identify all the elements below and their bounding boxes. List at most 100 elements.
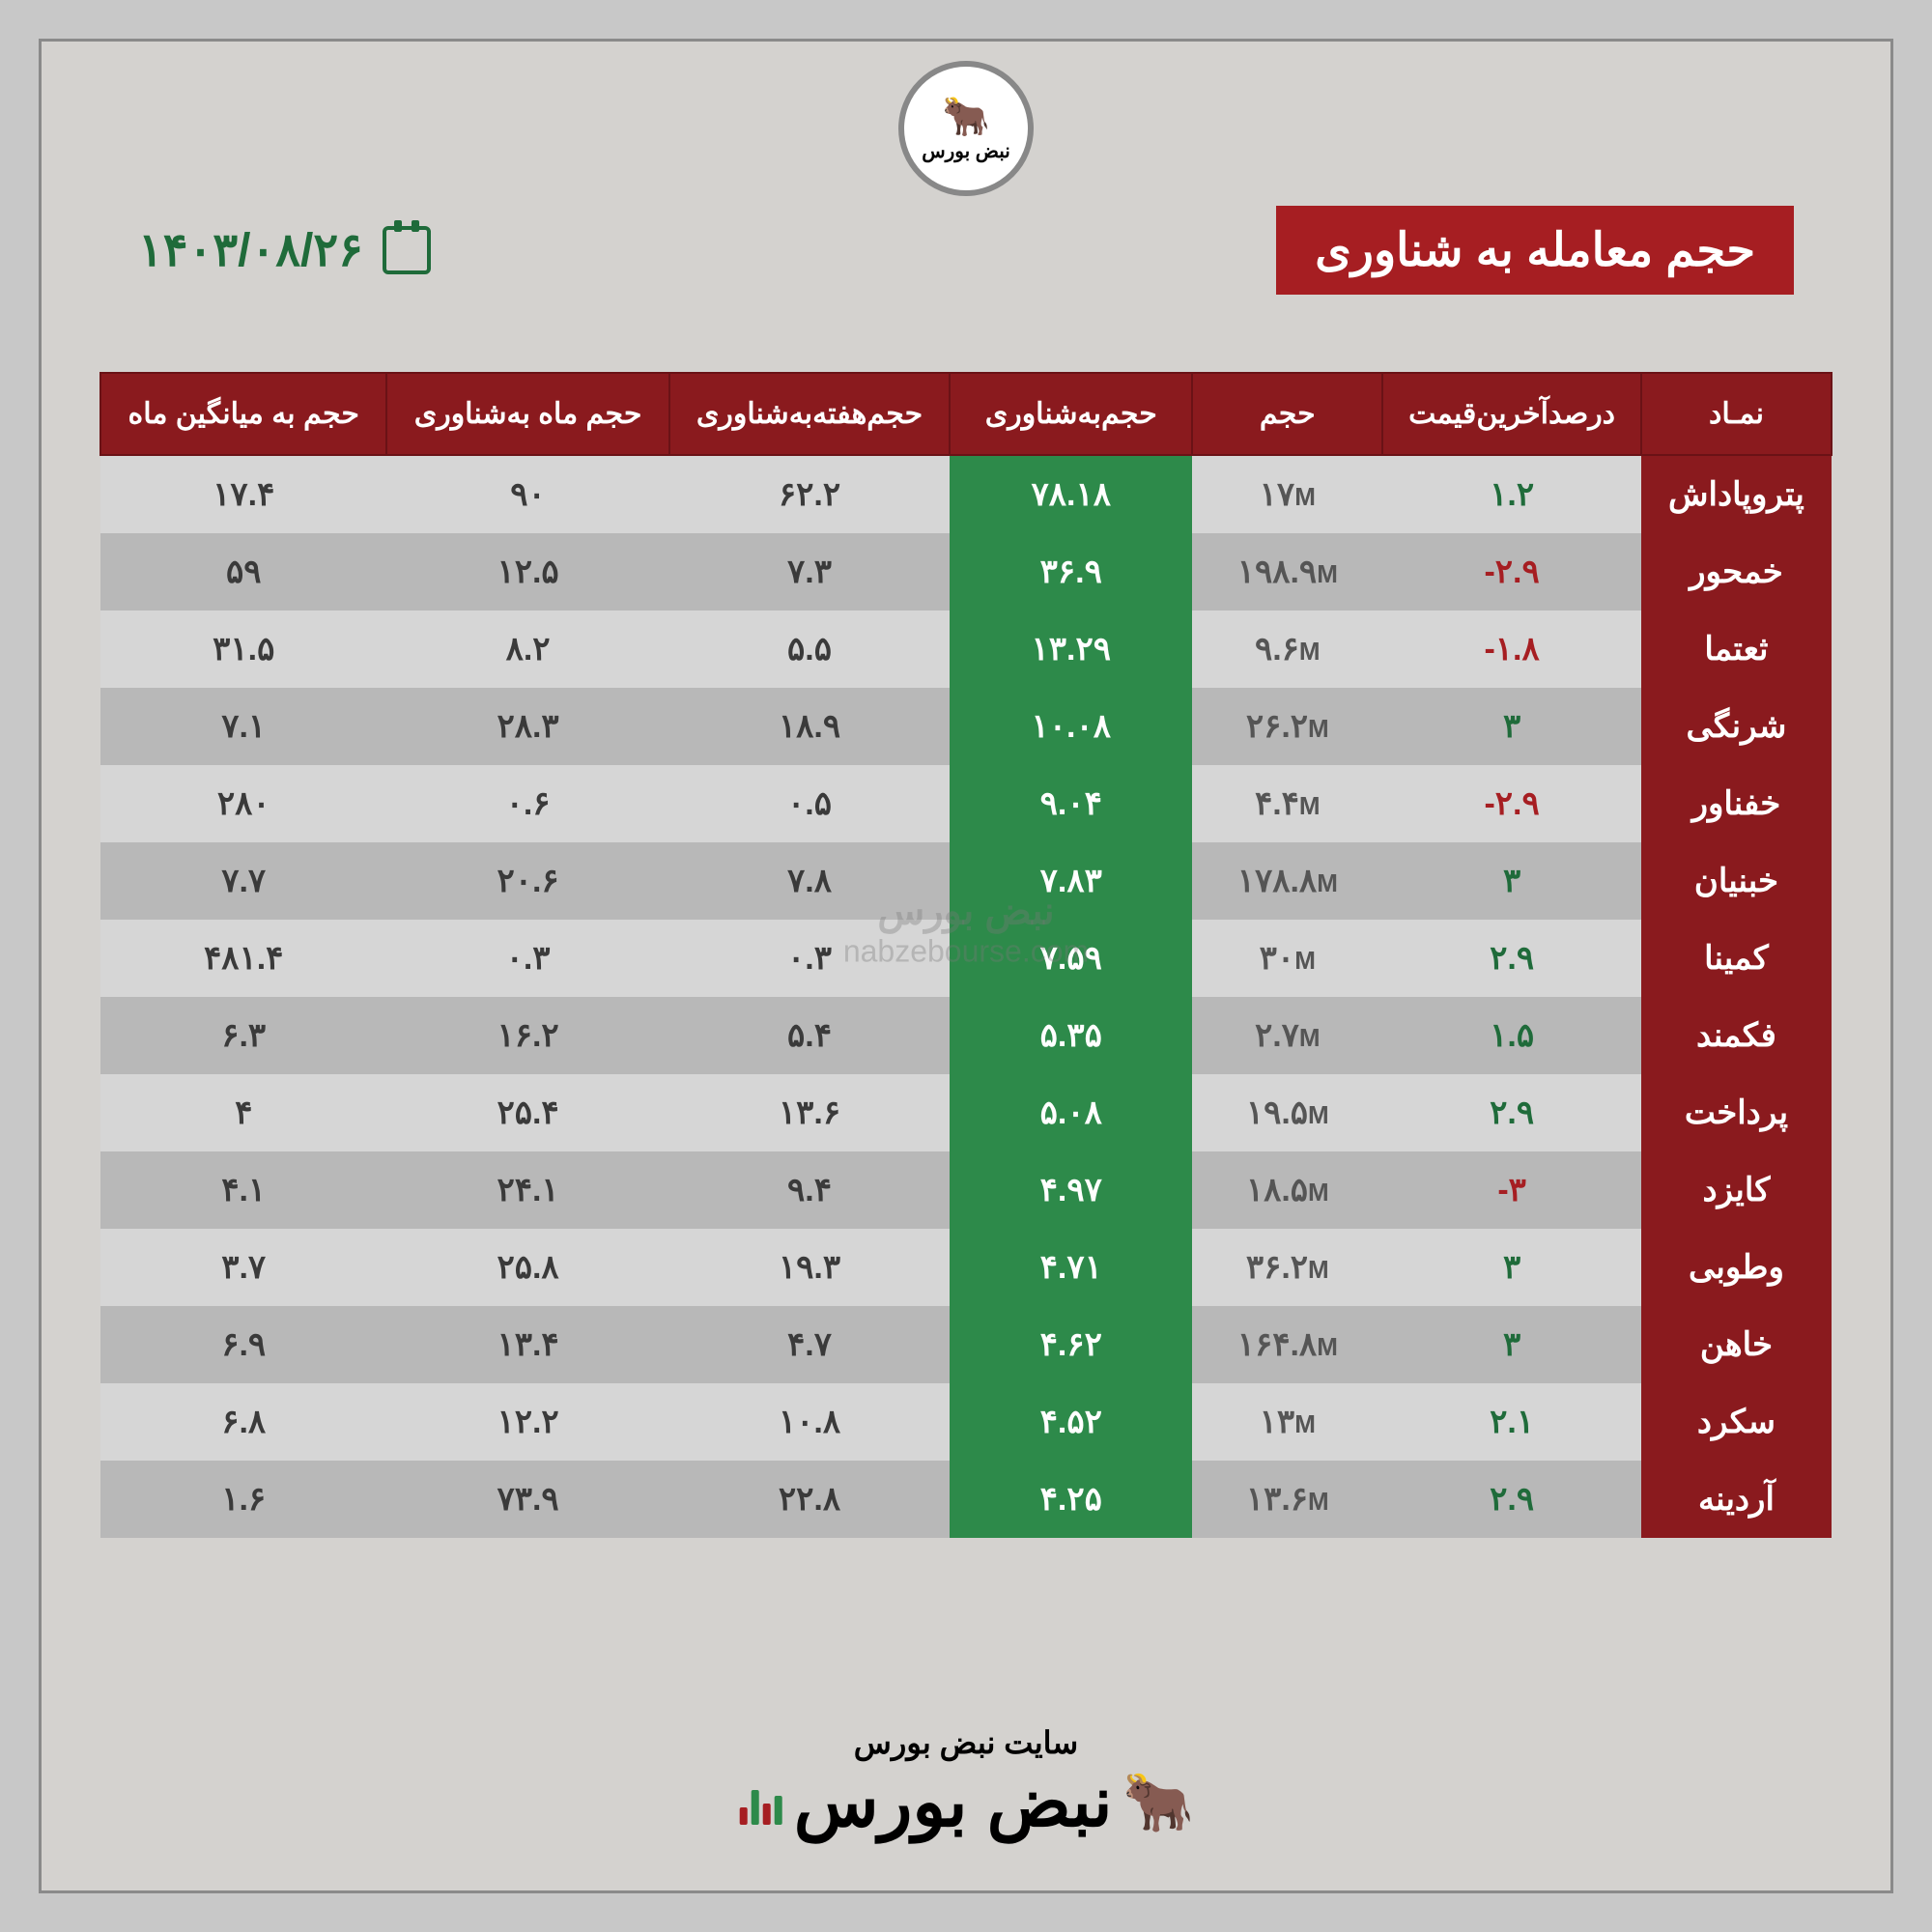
cell-month: ۰.۳: [386, 920, 668, 997]
infographic-frame: 🐂 نبض بورس حجم معامله به شناوری ۱۴۰۳/۰۸/…: [39, 39, 1893, 1893]
cell-pct: -۲.۹: [1382, 765, 1641, 842]
cell-float: ۴.۷۱: [950, 1229, 1192, 1306]
cell-vol: ۳۰M: [1192, 920, 1382, 997]
logo-text: نبض بورس: [922, 139, 1010, 163]
col-month: حجم ماه به‌شناوری: [386, 373, 668, 455]
header-row: نمـاد درصدآخرین‌قیمت حجم حجم‌به‌شناوری ح…: [100, 373, 1832, 455]
data-table: نمـاد درصدآخرین‌قیمت حجم حجم‌به‌شناوری ح…: [99, 372, 1833, 1538]
cell-week: ۵.۵: [669, 611, 951, 688]
cell-avg: ۴.۱: [100, 1151, 386, 1229]
cell-float: ۷.۸۳: [950, 842, 1192, 920]
cell-vol: ۱۷۸.۸M: [1192, 842, 1382, 920]
table-row: خاهن۳۱۶۴.۸M۴.۶۲۴.۷۱۳.۴۶.۹: [100, 1306, 1832, 1383]
cell-symbol: سکرد: [1641, 1383, 1832, 1461]
cell-symbol: وطوبی: [1641, 1229, 1832, 1306]
cell-month: ۸.۲: [386, 611, 668, 688]
cell-symbol: کایزد: [1641, 1151, 1832, 1229]
cell-month: ۲۵.۸: [386, 1229, 668, 1306]
table-row: فکمند۱.۵۲.۷M۵.۳۵۵.۴۱۶.۲۶.۳: [100, 997, 1832, 1074]
cell-week: ۲۲.۸: [669, 1461, 951, 1538]
table-row: کمینا۲.۹۳۰M۷.۵۹۰.۳۰.۳۴۸۱.۴: [100, 920, 1832, 997]
cell-avg: ۴: [100, 1074, 386, 1151]
date-value: ۱۴۰۳/۰۸/۲۶: [138, 223, 363, 277]
top-logo: 🐂 نبض بورس: [898, 61, 1034, 196]
col-pct: درصدآخرین‌قیمت: [1382, 373, 1641, 455]
bull-icon: 🐂: [942, 94, 990, 139]
cell-month: ۲۴.۱: [386, 1151, 668, 1229]
cell-vol: ۱۳.۶M: [1192, 1461, 1382, 1538]
cell-avg: ۱۷.۴: [100, 455, 386, 533]
cell-float: ۷۸.۱۸: [950, 455, 1192, 533]
page-title: حجم معامله به شناوری: [1276, 206, 1794, 295]
table-row: پتروپاداش۱.۲۱۷M۷۸.۱۸۶۲.۲۹۰۱۷.۴: [100, 455, 1832, 533]
cell-avg: ۳۱.۵: [100, 611, 386, 688]
cell-week: ۱۸.۹: [669, 688, 951, 765]
cell-pct: ۲.۹: [1382, 920, 1641, 997]
cell-week: ۰.۳: [669, 920, 951, 997]
cell-month: ۹۰: [386, 455, 668, 533]
cell-avg: ۳.۷: [100, 1229, 386, 1306]
cell-float: ۵.۰۸: [950, 1074, 1192, 1151]
cell-symbol: خمحور: [1641, 533, 1832, 611]
cell-float: ۱۰.۰۸: [950, 688, 1192, 765]
cell-avg: ۵۹: [100, 533, 386, 611]
cell-avg: ۷.۱: [100, 688, 386, 765]
cell-vol: ۲.۷M: [1192, 997, 1382, 1074]
cell-float: ۵.۳۵: [950, 997, 1192, 1074]
bull-foot-icon: 🐂: [1122, 1768, 1195, 1836]
col-week: حجم‌هفته‌به‌شناوری: [669, 373, 951, 455]
table-row: پرداخت۲.۹۱۹.۵M۵.۰۸۱۳.۶۲۵.۴۴: [100, 1074, 1832, 1151]
cell-symbol: آردینه: [1641, 1461, 1832, 1538]
cell-vol: ۱۳M: [1192, 1383, 1382, 1461]
cell-avg: ۶.۳: [100, 997, 386, 1074]
cell-week: ۱۰.۸: [669, 1383, 951, 1461]
table-row: سکرد۲.۱۱۳M۴.۵۲۱۰.۸۱۲.۲۶.۸: [100, 1383, 1832, 1461]
cell-vol: ۲۶.۲M: [1192, 688, 1382, 765]
cell-week: ۱۹.۳: [669, 1229, 951, 1306]
cell-month: ۲۵.۴: [386, 1074, 668, 1151]
cell-pct: ۱.۲: [1382, 455, 1641, 533]
cell-float: ۱۳.۲۹: [950, 611, 1192, 688]
table-row: وطوبی۳۳۶.۲M۴.۷۱۱۹.۳۲۵.۸۳.۷: [100, 1229, 1832, 1306]
cell-month: ۲۸.۳: [386, 688, 668, 765]
cell-symbol: خفناور: [1641, 765, 1832, 842]
header-row: حجم معامله به شناوری ۱۴۰۳/۰۸/۲۶: [99, 206, 1833, 295]
cell-symbol: خبنیان: [1641, 842, 1832, 920]
cell-week: ۰.۵: [669, 765, 951, 842]
cell-week: ۱۳.۶: [669, 1074, 951, 1151]
cell-vol: ۱۷M: [1192, 455, 1382, 533]
table-row: ثعتما-۱.۸۹.۶M۱۳.۲۹۵.۵۸.۲۳۱.۵: [100, 611, 1832, 688]
cell-pct: ۳: [1382, 1229, 1641, 1306]
col-float: حجم‌به‌شناوری: [950, 373, 1192, 455]
cell-symbol: ثعتما: [1641, 611, 1832, 688]
cell-avg: ۲۸۰: [100, 765, 386, 842]
cell-float: ۴.۵۲: [950, 1383, 1192, 1461]
cell-pct: ۲.۱: [1382, 1383, 1641, 1461]
cell-pct: ۳: [1382, 1306, 1641, 1383]
table-row: خمحور-۲.۹۱۹۸.۹M۳۶.۹۷.۳۱۲.۵۵۹: [100, 533, 1832, 611]
cell-avg: ۶.۸: [100, 1383, 386, 1461]
cell-week: ۵.۴: [669, 997, 951, 1074]
cell-float: ۴.۹۷: [950, 1151, 1192, 1229]
cell-month: ۱۶.۲: [386, 997, 668, 1074]
table-row: آردینه۲.۹۱۳.۶M۴.۲۵۲۲.۸۷۳.۹۱.۶: [100, 1461, 1832, 1538]
cell-float: ۴.۲۵: [950, 1461, 1192, 1538]
cell-month: ۱۲.۲: [386, 1383, 668, 1461]
bars-icon: [738, 1762, 784, 1841]
cell-vol: ۳۶.۲M: [1192, 1229, 1382, 1306]
cell-symbol: کمینا: [1641, 920, 1832, 997]
cell-week: ۷.۸: [669, 842, 951, 920]
cell-float: ۳۶.۹: [950, 533, 1192, 611]
cell-pct: ۳: [1382, 688, 1641, 765]
cell-pct: -۲.۹: [1382, 533, 1641, 611]
table-row: کایزد-۳۱۸.۵M۴.۹۷۹.۴۲۴.۱۴.۱: [100, 1151, 1832, 1229]
cell-month: ۱۳.۴: [386, 1306, 668, 1383]
cell-symbol: فکمند: [1641, 997, 1832, 1074]
cell-avg: ۴۸۱.۴: [100, 920, 386, 997]
table-row: خبنیان۳۱۷۸.۸M۷.۸۳۷.۸۲۰.۶۷.۷: [100, 842, 1832, 920]
cell-week: ۶۲.۲: [669, 455, 951, 533]
cell-pct: ۲.۹: [1382, 1461, 1641, 1538]
cell-vol: ۱۹.۵M: [1192, 1074, 1382, 1151]
col-vol: حجم: [1192, 373, 1382, 455]
cell-week: ۹.۴: [669, 1151, 951, 1229]
